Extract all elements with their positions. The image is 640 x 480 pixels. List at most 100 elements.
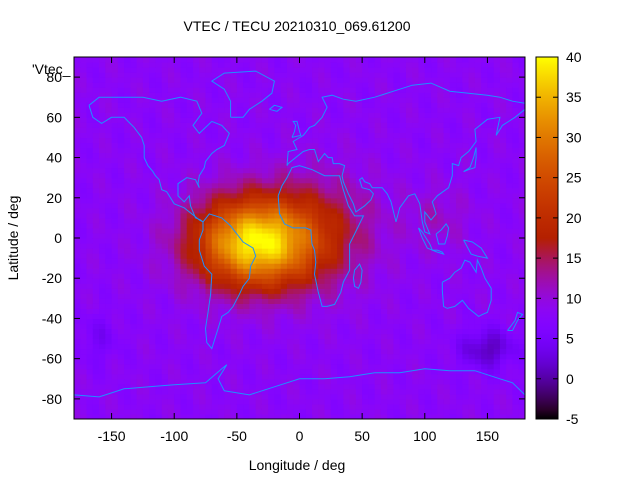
heatmap-cell [330,77,338,83]
heatmap-cell [343,222,351,229]
heatmap-cell [299,348,307,355]
heatmap-cell [105,167,113,174]
heatmap-cell [186,278,194,284]
heatmap-cell [312,298,319,304]
heatmap-cell [412,222,420,229]
heatmap-cell [424,338,432,345]
heatmap-cell [393,227,401,234]
heatmap-cell [268,293,276,299]
heatmap-cell [117,343,125,350]
heatmap-cell [99,147,106,154]
heatmap-cell [124,77,131,83]
heatmap-cell [224,167,232,174]
heatmap-cell [155,293,163,299]
heatmap-cell [255,162,263,169]
heatmap-cell [136,368,144,375]
heatmap-cell [493,298,501,304]
heatmap-cell [261,258,269,264]
heatmap-cell [318,278,326,284]
heatmap-cell [111,202,119,209]
heatmap-cell [130,142,138,149]
heatmap-cell [261,353,269,360]
heatmap-cell [424,182,432,189]
heatmap-cell [199,107,207,113]
heatmap-cell [362,187,370,194]
heatmap-cell [243,122,250,128]
heatmap-cell [405,142,413,149]
heatmap-cell [493,408,501,415]
heatmap-cell [105,112,113,118]
heatmap-cell [218,323,225,330]
heatmap-cell [224,288,232,294]
heatmap-cell [474,263,482,269]
heatmap-cell [330,187,338,194]
heatmap-cell [224,117,232,123]
heatmap-cell [337,338,344,345]
heatmap-cell [293,343,301,350]
heatmap-cell [374,408,382,415]
heatmap-cell [130,192,138,199]
heatmap-cell [418,162,426,169]
heatmap-cell [255,222,263,229]
heatmap-cell [124,263,131,269]
heatmap-cell [180,192,188,199]
heatmap-cell [111,152,119,159]
heatmap-cell [299,318,307,325]
heatmap-cell [506,288,514,294]
heatmap-cell [261,263,269,269]
heatmap-cell [167,358,175,365]
heatmap-cell [481,212,489,219]
heatmap-cell [261,393,269,400]
heatmap-cell [80,318,88,325]
heatmap-cell [286,383,294,390]
heatmap-cell [299,197,307,204]
heatmap-cell [86,162,94,169]
heatmap-cell [142,87,150,93]
heatmap-cell [362,408,370,415]
heatmap-cell [330,363,338,370]
heatmap-cell [167,162,175,169]
heatmap-cell [268,383,276,390]
heatmap-cell [74,192,81,199]
heatmap-cell [481,238,489,244]
heatmap-cell [218,162,225,169]
heatmap-cell [337,117,344,123]
heatmap-cell [268,102,276,108]
heatmap-cell [387,157,395,164]
heatmap-cell [449,273,457,279]
heatmap-cell [312,238,319,244]
heatmap-cell [205,293,213,299]
heatmap-cell [211,152,219,159]
heatmap-cell [268,167,276,174]
heatmap-cell [193,413,200,419]
heatmap-cell [136,313,144,320]
heatmap-cell [280,318,288,325]
heatmap-cell [380,62,388,68]
heatmap-cell [205,222,213,229]
heatmap-cell [424,67,432,73]
heatmap-cell [324,273,332,279]
heatmap-cell [405,413,413,419]
heatmap-cell [362,308,370,315]
heatmap-cell [180,348,188,355]
heatmap-cell [424,232,432,239]
heatmap-cell [243,207,250,214]
heatmap-cell [92,227,100,234]
heatmap-cell [449,177,457,184]
heatmap-cell [274,87,282,93]
heatmap-cell [142,127,150,134]
heatmap-cell [155,303,163,309]
heatmap-cell [355,77,363,83]
heatmap-cell [218,238,225,244]
heatmap-cell [499,232,507,239]
heatmap-cell [161,57,169,63]
heatmap-cell [368,378,376,385]
heatmap-cell [167,202,175,209]
heatmap-cell [99,368,106,375]
heatmap-cell [261,207,269,214]
heatmap-cell [387,263,395,269]
heatmap-cell [418,97,426,103]
heatmap-cell [462,348,470,355]
heatmap-cell [380,388,388,395]
heatmap-cell [199,238,207,244]
